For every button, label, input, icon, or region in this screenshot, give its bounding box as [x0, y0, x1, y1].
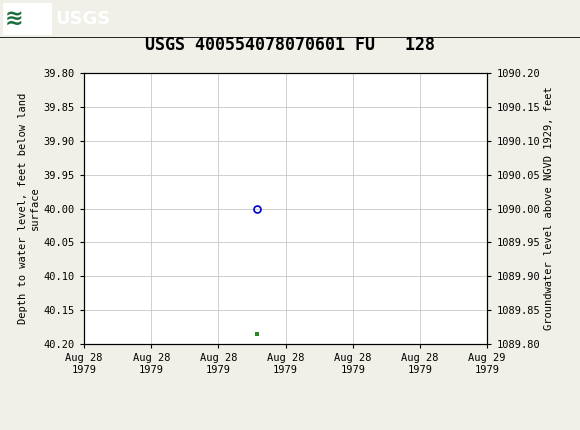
Text: ≋: ≋ [5, 9, 23, 29]
Y-axis label: Depth to water level, feet below land
surface: Depth to water level, feet below land su… [18, 93, 39, 324]
Text: USGS 400554078070601 FU   128: USGS 400554078070601 FU 128 [145, 36, 435, 54]
Text: USGS: USGS [55, 10, 110, 28]
Bar [3, 3, 52, 35]
Y-axis label: Groundwater level above NGVD 1929, feet: Groundwater level above NGVD 1929, feet [544, 87, 554, 330]
